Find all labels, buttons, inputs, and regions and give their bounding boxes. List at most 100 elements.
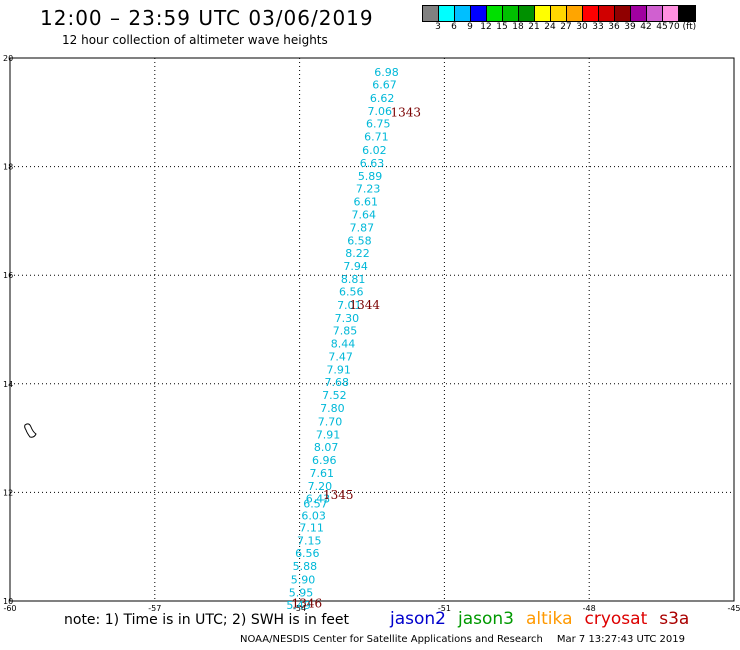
island-outline <box>24 423 37 438</box>
wave-height-label: 7.70 <box>318 415 343 428</box>
footer-timestamp: Mar 7 13:27:43 UTC 2019 <box>556 634 685 645</box>
color-scale-label: 12 <box>480 22 492 32</box>
wave-height-label: 7.20 <box>308 480 333 493</box>
color-scale-label: 21 <box>528 22 540 32</box>
wave-height-label: 8.22 <box>345 247 370 260</box>
wave-height-label: 7.91 <box>326 364 351 377</box>
time-label: 1346 <box>292 597 323 611</box>
color-swatch <box>487 6 503 21</box>
wave-height-label: 6.57 <box>303 497 328 510</box>
color-scale-label: 45 <box>656 22 668 32</box>
wave-height-label: 8.07 <box>314 441 339 454</box>
wave-height-label: 7.85 <box>333 325 358 338</box>
wave-height-label: 5.49 <box>286 599 311 612</box>
x-tick-label: -51 <box>438 604 451 613</box>
color-swatch <box>423 6 439 21</box>
color-swatch <box>663 6 679 21</box>
time-label: 1343 <box>391 105 422 119</box>
color-swatch <box>455 6 471 21</box>
color-swatch <box>503 6 519 21</box>
color-scale-label: 3 <box>435 22 441 32</box>
wave-height-label: 7.80 <box>320 402 345 415</box>
color-scale-label: 6 <box>451 22 457 32</box>
wave-height-label: 7.01 <box>337 299 362 312</box>
wave-height-label: 7.47 <box>328 351 353 364</box>
color-swatch <box>679 6 695 21</box>
color-scale-label: 9 <box>467 22 473 32</box>
footer: NOAA/NESDIS Center for Satellite Applica… <box>240 634 685 645</box>
color-scale-label: 70 (ft) <box>668 22 697 32</box>
wave-height-label: 7.11 <box>299 522 324 535</box>
wave-height-label: 7.61 <box>310 467 335 480</box>
wave-height-label: 8.44 <box>331 338 356 351</box>
color-scale-label: 27 <box>560 22 572 32</box>
wave-height-label: 5.95 <box>289 586 314 599</box>
color-swatch <box>599 6 615 21</box>
color-swatch <box>439 6 455 21</box>
color-scale-label: 15 <box>496 22 508 32</box>
wave-height-label: 6.96 <box>312 454 337 467</box>
color-swatch <box>551 6 567 21</box>
plot-frame <box>9 57 735 602</box>
color-scale-label: 39 <box>624 22 636 32</box>
wave-height-label: 6.67 <box>372 79 397 92</box>
color-swatch <box>535 6 551 21</box>
wave-height-label: 7.06 <box>367 105 392 118</box>
y-tick-label: 18 <box>3 163 13 172</box>
wave-height-label: 5.90 <box>291 573 316 586</box>
x-tick-label: -48 <box>583 604 596 613</box>
page-subtitle: 12 hour collection of altimeter wave hei… <box>62 33 328 47</box>
wave-height-label: 7.91 <box>316 428 341 441</box>
wave-height-label: 7.30 <box>335 312 360 325</box>
wave-height-label: 5.89 <box>358 170 383 183</box>
wave-height-label: 6.98 <box>374 66 399 79</box>
wave-height-label: 6.62 <box>370 92 395 105</box>
note-text: note: 1) Time is in UTC; 2) SWH is in fe… <box>64 612 350 628</box>
x-tick-label: -60 <box>3 604 16 613</box>
x-tick-label: -45 <box>727 604 740 613</box>
wave-height-label: 6.63 <box>360 157 385 170</box>
wave-height-label: 6.02 <box>362 144 387 157</box>
color-swatch <box>567 6 583 21</box>
wave-height-label: 7.94 <box>343 260 368 273</box>
satellite-label-cryosat: cryosat <box>584 609 648 629</box>
y-tick-label: 12 <box>3 488 13 497</box>
footer-credit: NOAA/NESDIS Center for Satellite Applica… <box>240 634 543 645</box>
wave-height-label: 6.03 <box>301 510 326 523</box>
color-scale-bar <box>422 5 696 22</box>
time-label: 1344 <box>349 298 380 312</box>
wave-height-label: 7.68 <box>325 376 350 389</box>
wave-height-label: 6.56 <box>339 285 364 298</box>
wave-height-label: 7.64 <box>352 208 377 221</box>
y-tick-label: 10 <box>3 597 13 606</box>
y-tick-label: 20 <box>3 54 13 63</box>
wave-height-label: 6.43 <box>306 492 331 505</box>
color-scale-label: 42 <box>640 22 652 32</box>
color-swatch <box>519 6 535 21</box>
color-swatch <box>631 6 647 21</box>
wave-height-label: 7.15 <box>297 535 322 548</box>
wave-height-label: 6.71 <box>364 131 389 144</box>
color-scale-label: 33 <box>592 22 604 32</box>
x-tick-label: -57 <box>148 604 161 613</box>
x-tick-label: -54 <box>293 604 306 613</box>
wave-height-label: 7.52 <box>322 389 347 402</box>
color-scale-label: 30 <box>576 22 588 32</box>
satellite-label-s3a: s3a <box>659 609 690 629</box>
wave-height-label: 6.56 <box>295 547 320 560</box>
color-swatch <box>647 6 663 21</box>
wave-height-label: 6.61 <box>353 195 378 208</box>
satellite-label-altika: altika <box>526 609 573 629</box>
satellite-label-jason2: jason2 <box>390 609 446 629</box>
wave-height-label: 7.23 <box>356 182 381 195</box>
wave-height-label: 6.58 <box>347 234 372 247</box>
color-swatch <box>471 6 487 21</box>
color-scale-label: 24 <box>544 22 556 32</box>
time-label: 1345 <box>323 488 354 502</box>
wave-height-label: 8.81 <box>341 273 366 286</box>
color-scale-label: 18 <box>512 22 524 32</box>
color-scale-label: 36 <box>608 22 620 32</box>
page-title: 12:00 – 23:59 UTC 03/06/2019 <box>40 6 374 30</box>
